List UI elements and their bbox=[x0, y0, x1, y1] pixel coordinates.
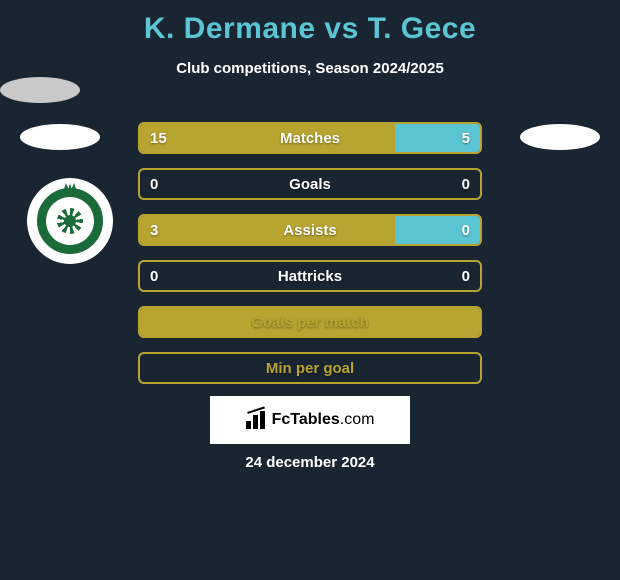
stats-container: 15 5 Matches 0 0 Goals 3 0 Assists 0 0 Hattricks Goa… bbox=[138, 122, 482, 398]
subtitle: Club competitions, Season 2024/2025 bbox=[0, 60, 620, 77]
stat-value-left: 3 bbox=[150, 222, 158, 239]
stat-row: 0 0 Goals bbox=[138, 168, 482, 200]
brand-name-bold: FcTables bbox=[272, 411, 340, 428]
stat-value-right: 0 bbox=[462, 222, 470, 239]
stat-value-left: 0 bbox=[150, 176, 158, 193]
stat-value-right: 0 bbox=[462, 268, 470, 285]
brand-name-light: .com bbox=[340, 411, 375, 428]
brand-badge: FcTables.com bbox=[210, 396, 410, 444]
player-left-club-badge bbox=[27, 178, 113, 264]
stat-label: Assists bbox=[283, 222, 336, 239]
stat-value-right: 5 bbox=[462, 130, 470, 147]
stat-row: Goals per match bbox=[138, 306, 482, 338]
player-left-flag bbox=[20, 124, 100, 150]
player-right-flag bbox=[520, 124, 600, 150]
stat-value-left: 0 bbox=[150, 268, 158, 285]
brand-text: FcTables.com bbox=[272, 411, 375, 429]
stat-label: Hattricks bbox=[278, 268, 342, 285]
bar-chart-icon bbox=[246, 411, 268, 429]
stat-row: 3 0 Assists bbox=[138, 214, 482, 246]
stat-label: Goals per match bbox=[251, 314, 369, 331]
stat-label: Min per goal bbox=[266, 360, 354, 377]
player-right-club-placeholder bbox=[0, 77, 80, 103]
stat-label: Goals bbox=[289, 176, 331, 193]
page-title: K. Dermane vs T. Gece bbox=[0, 0, 620, 46]
stat-value-right: 0 bbox=[462, 176, 470, 193]
stat-row: 0 0 Hattricks bbox=[138, 260, 482, 292]
stat-row: 15 5 Matches bbox=[138, 122, 482, 154]
stat-value-left: 15 bbox=[150, 130, 167, 147]
stat-label: Matches bbox=[280, 130, 340, 147]
date-label: 24 december 2024 bbox=[0, 454, 620, 471]
stat-row: Min per goal bbox=[138, 352, 482, 384]
club-crest-icon bbox=[37, 188, 103, 254]
stat-bar-left bbox=[140, 124, 395, 152]
crown-icon bbox=[63, 183, 77, 193]
stat-bar-left bbox=[140, 216, 395, 244]
